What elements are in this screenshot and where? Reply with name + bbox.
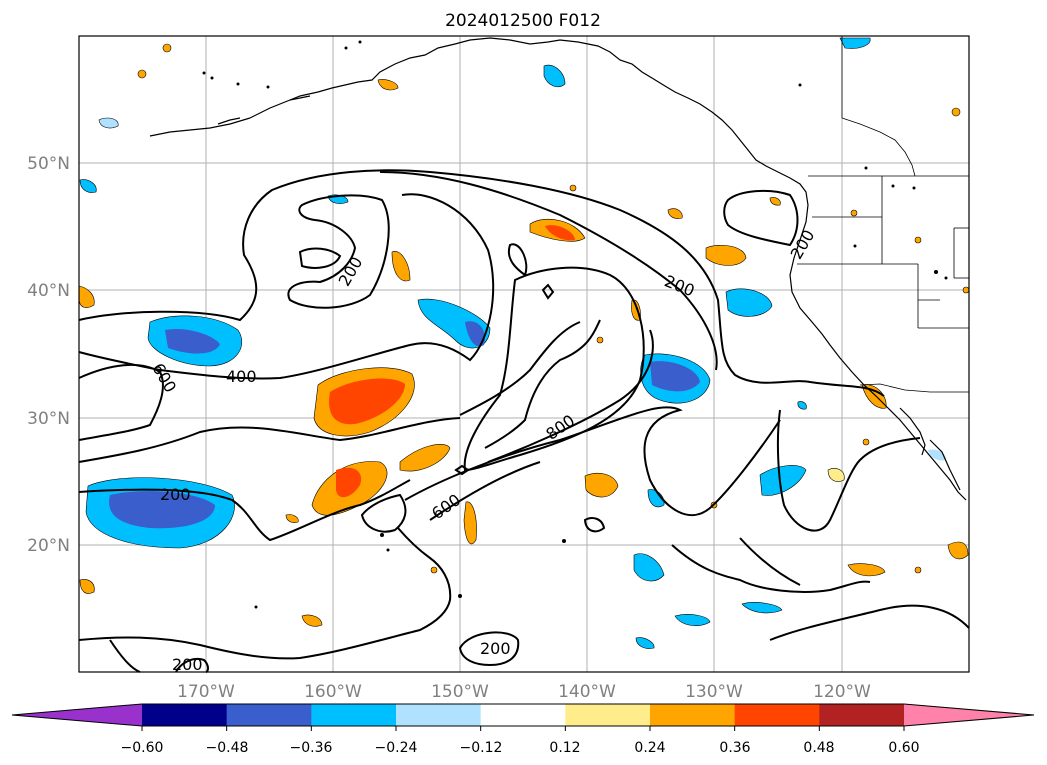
filled-anomalies (78, 37, 970, 649)
colorbar-tick-labels: −0.60 −0.48 −0.36 −0.24 −0.12 0.12 0.24 … (121, 740, 920, 756)
colorbar-ticks (141, 726, 905, 731)
lon-tick-label: 160°W (304, 682, 362, 702)
lon-tick-label: 140°W (558, 682, 616, 702)
lon-tick-label: 150°W (431, 682, 489, 702)
lon-tick-label: 120°W (813, 682, 871, 702)
contour-lines (78, 169, 970, 673)
colorbar-segment (734, 704, 820, 726)
contour-label: 200 (480, 639, 511, 658)
colorbar-tick-label: −0.24 (375, 740, 418, 756)
colorbar-extend-max (904, 704, 1034, 726)
map-plot-area: 200 200 200 600 400 800 600 200 200 200 (78, 35, 970, 674)
lat-tick-label: 20°N (27, 536, 70, 556)
colorbar-outline (11, 703, 1035, 727)
colorbar-tick-label: −0.60 (121, 740, 164, 756)
contour-label: 200 (160, 485, 191, 504)
political-borders (797, 36, 969, 393)
colorbar-extend-min (12, 704, 142, 726)
map-title: 2024012500 F012 (445, 11, 601, 31)
colorbar-segment (311, 704, 397, 726)
colorbar-segments (12, 704, 1034, 726)
colorbar-tick-label: 0.36 (719, 740, 750, 756)
colorbar-tick-label: 0.60 (888, 740, 919, 756)
colorbar-tick-label: −0.48 (206, 740, 249, 756)
lat-tick-label: 40°N (27, 281, 70, 301)
colorbar-segment (819, 704, 905, 726)
contour-label: 400 (226, 367, 257, 386)
colorbar-tick-label: −0.12 (460, 740, 503, 756)
colorbar-tick-label: 0.48 (803, 740, 834, 756)
colorbar-segment (142, 704, 228, 726)
map-frame (78, 35, 970, 673)
colorbar-segment (226, 704, 312, 726)
colorbar-tick-label: −0.36 (290, 740, 333, 756)
colorbar: −0.60 −0.48 −0.36 −0.24 −0.12 0.12 0.24 … (11, 703, 1035, 756)
colorbar-segment (480, 704, 566, 726)
colorbar-segment (565, 704, 651, 726)
colorbar-tick-label: 0.24 (634, 740, 665, 756)
colorbar-tick-label: 0.12 (549, 740, 580, 756)
colorbar-segment (650, 704, 736, 726)
lat-tick-label: 50°N (27, 154, 70, 174)
lat-tick-labels: 50°N 40°N 30°N 20°N (27, 154, 70, 556)
coastlines (149, 37, 967, 501)
colorbar-segment (396, 704, 482, 726)
contour-label: 200 (172, 655, 203, 674)
lon-tick-label: 170°W (177, 682, 235, 702)
lon-tick-labels: 170°W 160°W 150°W 140°W 130°W 120°W (177, 682, 871, 702)
lat-tick-label: 30°N (27, 409, 70, 429)
lon-tick-label: 130°W (685, 682, 743, 702)
islands (202, 40, 948, 609)
